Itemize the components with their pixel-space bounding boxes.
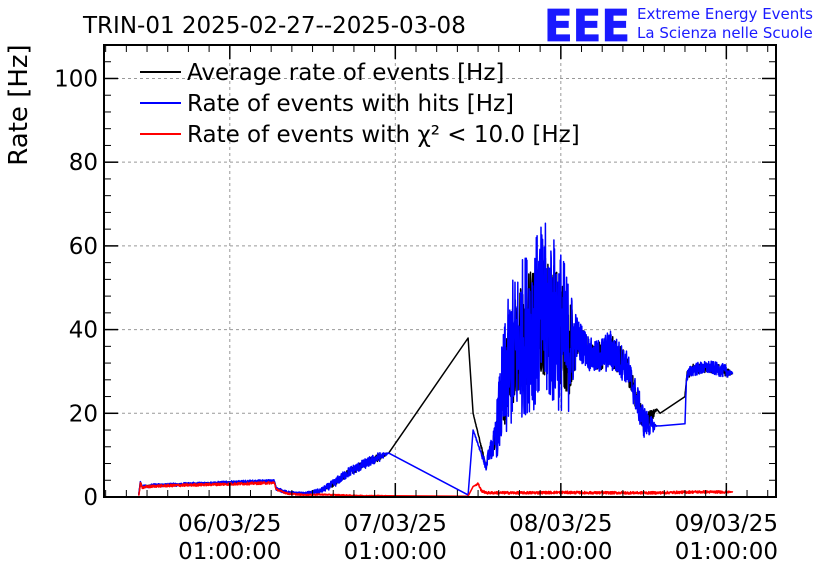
x-tick-date: 06/03/25 (178, 511, 281, 537)
y-tick-label: 100 (54, 66, 98, 92)
plot-frame (103, 44, 777, 498)
axis-ticks: 02040608010006/03/2501:00:0007/03/2501:0… (54, 44, 778, 565)
legend-label-average: Average rate of events [Hz] (187, 60, 504, 86)
x-tick-date: 09/03/25 (675, 511, 778, 537)
eee-logo-text: EEE (544, 1, 630, 52)
chart-title: TRIN-01 2025-02-27--2025-03-08 (82, 13, 466, 39)
series-line-chi2 (138, 481, 734, 497)
legend-label-hits: Rate of events with hits [Hz] (187, 91, 514, 117)
x-tick-date: 08/03/25 (509, 511, 612, 537)
legend-label-chi2: Rate of events with χ² < 10.0 [Hz] (187, 122, 580, 148)
x-tick-time: 01:00:00 (344, 539, 447, 565)
y-tick-label: 0 (83, 485, 98, 511)
eee-logo-line1: Extreme Energy Events (637, 5, 813, 23)
x-tick-date: 07/03/25 (344, 511, 447, 537)
y-tick-label: 20 (69, 401, 98, 427)
y-tick-label: 40 (69, 318, 98, 344)
series-line-hits (138, 222, 734, 496)
x-tick-time: 01:00:00 (675, 539, 778, 565)
eee-logo-line2: La Scienza nelle Scuole (637, 24, 813, 42)
y-axis-label: Rate [Hz] (4, 44, 34, 165)
y-tick-label: 60 (69, 234, 98, 260)
y-tick-label: 80 (69, 150, 98, 176)
grid-lines (104, 45, 776, 497)
eee-logo: EEE Extreme Energy Events La Scienza nel… (544, 1, 814, 53)
series-group (138, 222, 734, 497)
x-tick-time: 01:00:00 (509, 539, 612, 565)
x-tick-time: 01:00:00 (178, 539, 281, 565)
legend: Average rate of events [Hz] Rate of event… (140, 60, 580, 148)
series-line-average (138, 257, 734, 496)
